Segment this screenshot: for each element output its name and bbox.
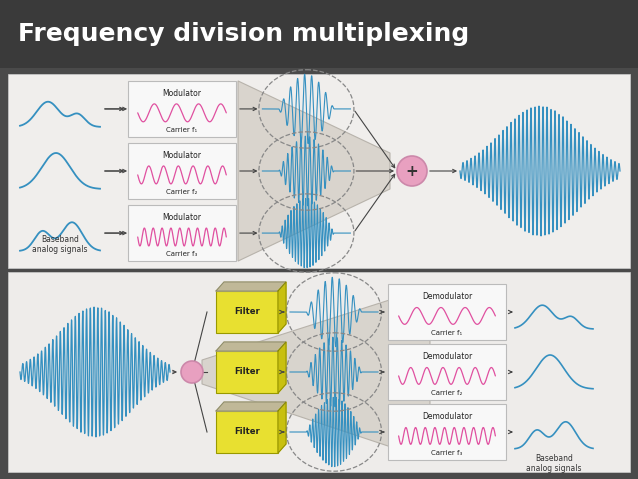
Polygon shape — [238, 81, 390, 261]
Polygon shape — [216, 342, 286, 351]
Text: Filter: Filter — [234, 308, 260, 317]
Text: Filter: Filter — [234, 367, 260, 376]
Circle shape — [397, 156, 427, 186]
Text: Carrier f₃: Carrier f₃ — [431, 450, 463, 456]
Bar — [8, 272, 630, 472]
Bar — [216, 411, 278, 453]
Bar — [388, 284, 506, 340]
Text: Modulator: Modulator — [163, 151, 202, 160]
Text: Baseband
analog signals: Baseband analog signals — [526, 454, 582, 473]
Text: Modulator: Modulator — [163, 213, 202, 222]
Circle shape — [181, 361, 203, 383]
Polygon shape — [216, 402, 286, 411]
Bar — [216, 351, 278, 393]
Bar — [388, 404, 506, 460]
Bar — [8, 74, 630, 268]
Text: Frequency division multiplexing: Frequency division multiplexing — [18, 22, 470, 46]
Polygon shape — [216, 282, 286, 291]
Text: Demodulator: Demodulator — [422, 352, 472, 361]
Text: +: + — [406, 163, 419, 179]
Bar — [216, 291, 278, 333]
Text: Carrier f₂: Carrier f₂ — [167, 189, 198, 195]
Text: Demodulator: Demodulator — [422, 412, 472, 421]
Text: Baseband
analog signals: Baseband analog signals — [33, 235, 88, 254]
Polygon shape — [278, 402, 286, 453]
Text: Carrier f₂: Carrier f₂ — [431, 390, 463, 396]
Bar — [0, 0, 638, 68]
Text: Modulator: Modulator — [163, 89, 202, 98]
Bar — [128, 143, 236, 199]
Text: Carrier f₁: Carrier f₁ — [167, 126, 198, 133]
Polygon shape — [202, 287, 430, 460]
Polygon shape — [278, 282, 286, 333]
Text: Filter: Filter — [234, 427, 260, 436]
Bar — [128, 81, 236, 137]
Bar — [128, 205, 236, 261]
Bar — [388, 344, 506, 400]
Text: Demodulator: Demodulator — [422, 292, 472, 301]
Text: Carrier f₃: Carrier f₃ — [167, 251, 198, 257]
Text: Carrier f₁: Carrier f₁ — [431, 330, 463, 336]
Polygon shape — [278, 342, 286, 393]
